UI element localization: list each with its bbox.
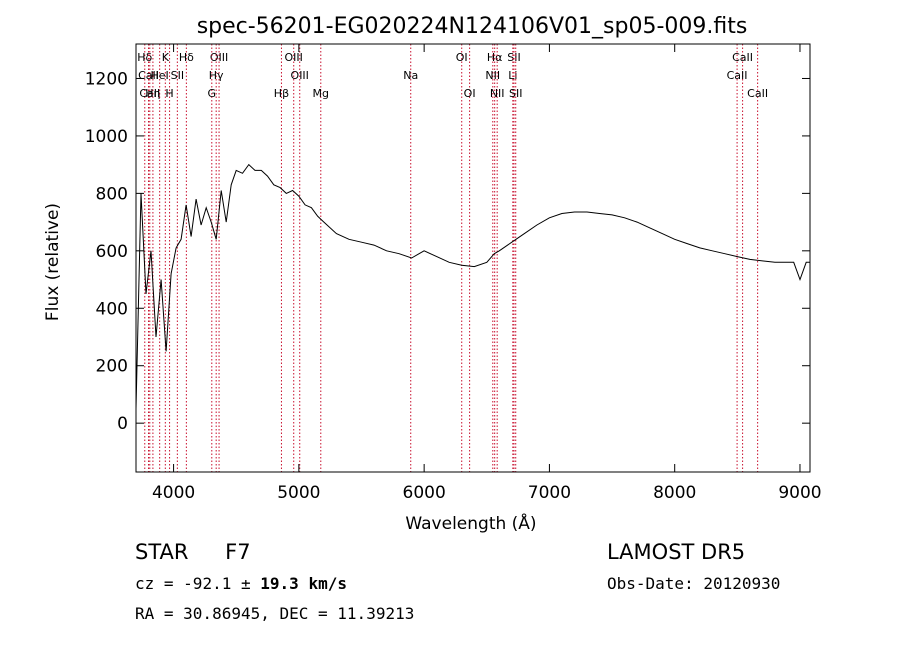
survey-name: LAMOST DR5	[607, 540, 746, 564]
line-marker-label: CaII	[747, 87, 768, 100]
x-tick-label: 9000	[778, 483, 821, 503]
line-marker-label: Hδ	[137, 51, 152, 64]
line-marker-label: Hδ	[179, 51, 194, 64]
x-axis-label: Wavelength (Å)	[405, 512, 536, 534]
line-marker-label: Mg	[313, 87, 329, 100]
line-marker-label: NII	[485, 69, 500, 82]
line-marker-label: OI	[464, 87, 476, 100]
y-tick-label: 600	[96, 242, 128, 262]
obs-date: Obs-Date: 20120930	[607, 574, 781, 593]
line-marker-label: SII	[171, 69, 184, 82]
x-tick-label: 6000	[403, 483, 446, 503]
x-tick-label: 7000	[528, 483, 571, 503]
line-marker-label: HeI	[151, 69, 169, 82]
line-marker-label: Li	[508, 69, 517, 82]
y-axis: 0 200 400 600 800 1000 1200	[85, 69, 810, 434]
line-marker-label: K	[162, 51, 170, 64]
line-marker-label: Hβ	[274, 87, 289, 100]
line-marker-label: Hα	[487, 51, 503, 64]
line-marker-label: G	[208, 87, 217, 100]
line-marker-label: OIII	[210, 51, 228, 64]
y-tick-label: 200	[96, 357, 128, 377]
line-marker-label: NII	[490, 87, 505, 100]
y-tick-label: 0	[117, 414, 128, 434]
coordinates: RA = 30.86945, DEC = 11.39213	[135, 604, 415, 623]
x-tick-label: 8000	[653, 483, 696, 503]
plus-minus: ±	[240, 574, 251, 593]
line-marker-label: CaII	[139, 87, 160, 100]
x-tick-label: 4000	[152, 483, 195, 503]
line-marker-label: SII	[507, 51, 520, 64]
line-marker-label: CaII	[727, 69, 748, 82]
y-tick-label: 1000	[85, 127, 128, 147]
spectrum-line	[135, 163, 810, 409]
cz-label: cz =	[135, 574, 174, 593]
y-tick-label: 400	[96, 299, 128, 319]
subclass-label: F7	[225, 540, 251, 564]
cz-value: -92.1	[183, 574, 232, 593]
line-marker-label: H	[165, 87, 173, 100]
y-tick-label: 800	[96, 184, 128, 204]
plot-frame	[135, 43, 811, 473]
cz-unit: km/s	[308, 574, 347, 593]
series-layer	[135, 163, 810, 409]
redshift-line: cz = -92.1 ± 19.3 km/s	[135, 574, 347, 593]
line-marker-label: SII	[509, 87, 522, 100]
chart-title: spec-56201-EG020224N124106V01_sp05-009.f…	[197, 14, 748, 39]
y-axis-label: Flux (relative)	[43, 203, 63, 321]
line-marker-label: OIII	[285, 51, 303, 64]
class-label: STAR	[135, 540, 189, 564]
x-tick-label: 5000	[277, 483, 320, 503]
line-marker-label: Hγ	[209, 69, 224, 82]
y-tick-label: 1200	[85, 69, 128, 89]
line-marker-label: Hη	[145, 87, 160, 100]
line-marker-label: CaII	[732, 51, 753, 64]
line-marker-label: Na	[403, 69, 418, 82]
line-marker-label: OI	[456, 51, 468, 64]
line-marker-label: OIII	[291, 69, 309, 82]
spectral-class: STAR F7	[135, 540, 251, 564]
x-axis: 4000 5000 6000 7000 8000 9000	[152, 44, 822, 503]
cz-error: 19.3	[260, 574, 299, 593]
